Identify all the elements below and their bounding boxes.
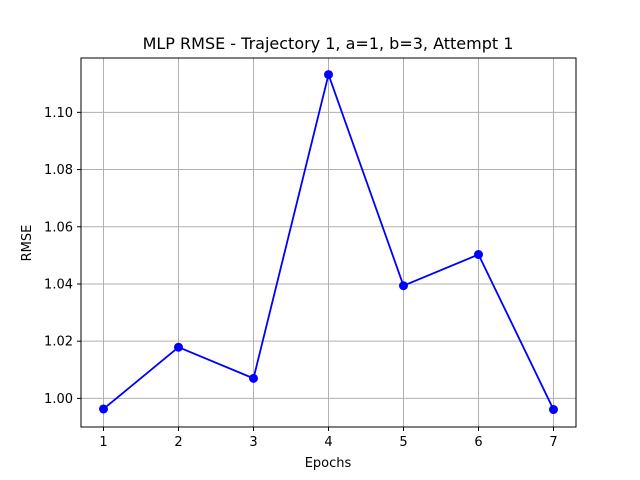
- x-tick-label: 4: [324, 435, 332, 450]
- data-point: [324, 70, 333, 80]
- data-point: [249, 373, 258, 383]
- x-tick-label: 6: [474, 435, 482, 450]
- y-tick-label: 1.06: [44, 220, 73, 235]
- data-point: [399, 281, 408, 291]
- x-tick-label: 1: [99, 435, 107, 450]
- x-axis-label: Epochs: [305, 456, 352, 471]
- x-tick-label: 5: [399, 435, 407, 450]
- x-tick-label: 2: [174, 435, 182, 450]
- y-tick-label: 1.10: [44, 106, 73, 121]
- y-axis-ticks: 1.00 1.02 1.04 1.06 1.08 1.10: [44, 106, 81, 407]
- y-tick-label: 1.00: [44, 392, 73, 407]
- y-tick-label: 1.04: [44, 277, 73, 292]
- x-tick-label: 7: [549, 435, 557, 450]
- data-point: [474, 250, 483, 260]
- y-tick-label: 1.08: [44, 163, 73, 178]
- y-axis-label: RMSE: [20, 225, 35, 262]
- data-point: [549, 405, 558, 415]
- y-tick-label: 1.02: [44, 335, 73, 350]
- data-point: [99, 404, 108, 414]
- series-points: [99, 70, 558, 415]
- data-point: [174, 342, 183, 352]
- x-tick-label: 3: [249, 435, 257, 450]
- x-axis-ticks: 1 2 3 4 5 6 7: [99, 427, 558, 450]
- chart-title: MLP RMSE - Trajectory 1, a=1, b=3, Attem…: [143, 34, 514, 53]
